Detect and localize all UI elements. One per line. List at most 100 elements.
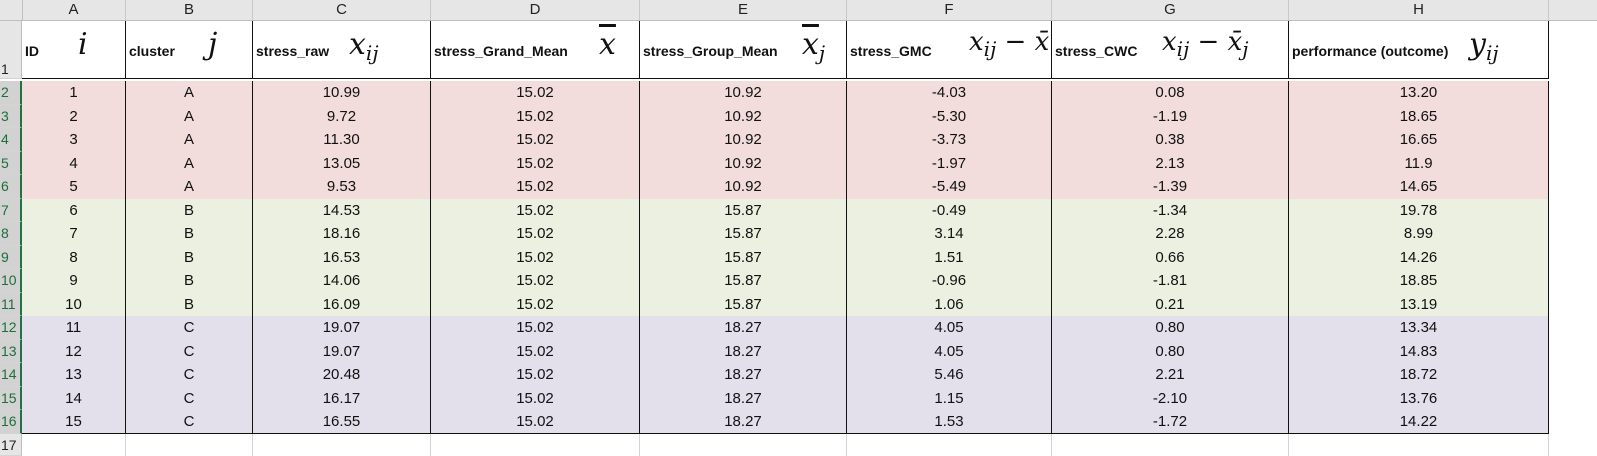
column-header-e[interactable]: E bbox=[640, 0, 847, 20]
empty-cell-e17[interactable] bbox=[640, 434, 847, 456]
data-cell-b16[interactable]: C bbox=[126, 410, 253, 434]
column-header-h[interactable]: H bbox=[1289, 0, 1549, 20]
data-cell-c2[interactable]: 10.99 bbox=[253, 81, 431, 105]
data-cell-b2[interactable]: A bbox=[126, 81, 253, 105]
row-header-9[interactable]: 9 bbox=[0, 245, 22, 269]
data-cell-b10[interactable]: B bbox=[126, 269, 253, 293]
data-cell-e3[interactable]: 10.92 bbox=[640, 104, 847, 128]
data-cell-a6[interactable]: 5 bbox=[22, 175, 126, 199]
empty-cell-b17[interactable] bbox=[126, 434, 253, 456]
data-cell-a15[interactable]: 14 bbox=[22, 386, 126, 410]
header-cell-e[interactable]: stress_Group_Mean xj bbox=[640, 21, 847, 79]
data-cell-g13[interactable]: 0.80 bbox=[1052, 339, 1289, 363]
data-cell-e16[interactable]: 18.27 bbox=[640, 410, 847, 434]
empty-cell-f17[interactable] bbox=[847, 434, 1052, 456]
row-header-5[interactable]: 5 bbox=[0, 151, 22, 175]
row-header-11[interactable]: 11 bbox=[0, 292, 22, 316]
column-header-b[interactable]: B bbox=[126, 0, 253, 20]
select-all-corner[interactable] bbox=[0, 0, 23, 20]
data-cell-h14[interactable]: 18.72 bbox=[1289, 363, 1549, 387]
data-cell-f16[interactable]: 1.53 bbox=[847, 410, 1052, 434]
data-cell-a11[interactable]: 10 bbox=[22, 292, 126, 316]
data-cell-f3[interactable]: -5.30 bbox=[847, 104, 1052, 128]
data-cell-g8[interactable]: 2.28 bbox=[1052, 222, 1289, 246]
header-cell-d[interactable]: stress_Grand_Mean x bbox=[431, 21, 640, 79]
data-cell-a16[interactable]: 15 bbox=[22, 410, 126, 434]
data-cell-g5[interactable]: 2.13 bbox=[1052, 151, 1289, 175]
data-cell-b11[interactable]: B bbox=[126, 292, 253, 316]
data-cell-g11[interactable]: 0.21 bbox=[1052, 292, 1289, 316]
data-cell-b3[interactable]: A bbox=[126, 104, 253, 128]
row-header-14[interactable]: 14 bbox=[0, 363, 22, 387]
data-cell-d2[interactable]: 15.02 bbox=[431, 81, 640, 105]
data-cell-e15[interactable]: 18.27 bbox=[640, 386, 847, 410]
data-cell-a9[interactable]: 8 bbox=[22, 245, 126, 269]
data-cell-g15[interactable]: -2.10 bbox=[1052, 386, 1289, 410]
row-header-6[interactable]: 6 bbox=[0, 175, 22, 199]
header-cell-f[interactable]: stress_GMC xij − x̄ bbox=[847, 21, 1052, 79]
empty-cell-c17[interactable] bbox=[253, 434, 431, 456]
data-cell-f4[interactable]: -3.73 bbox=[847, 128, 1052, 152]
data-cell-b5[interactable]: A bbox=[126, 151, 253, 175]
row-header-4[interactable]: 4 bbox=[0, 128, 22, 152]
data-cell-h16[interactable]: 14.22 bbox=[1289, 410, 1549, 434]
data-cell-f6[interactable]: -5.49 bbox=[847, 175, 1052, 199]
data-cell-f14[interactable]: 5.46 bbox=[847, 363, 1052, 387]
data-cell-g12[interactable]: 0.80 bbox=[1052, 316, 1289, 340]
data-cell-a2[interactable]: 1 bbox=[22, 81, 126, 105]
data-cell-g10[interactable]: -1.81 bbox=[1052, 269, 1289, 293]
data-cell-h5[interactable]: 11.9 bbox=[1289, 151, 1549, 175]
data-cell-g2[interactable]: 0.08 bbox=[1052, 81, 1289, 105]
column-header-a[interactable]: A bbox=[22, 0, 126, 20]
row-header-15[interactable]: 15 bbox=[0, 386, 22, 410]
data-cell-d13[interactable]: 15.02 bbox=[431, 339, 640, 363]
data-cell-a14[interactable]: 13 bbox=[22, 363, 126, 387]
data-cell-f7[interactable]: -0.49 bbox=[847, 198, 1052, 222]
data-cell-c5[interactable]: 13.05 bbox=[253, 151, 431, 175]
data-cell-a7[interactable]: 6 bbox=[22, 198, 126, 222]
row-header-7[interactable]: 7 bbox=[0, 198, 22, 222]
row-header-17[interactable]: 17 bbox=[0, 434, 22, 456]
data-cell-b15[interactable]: C bbox=[126, 386, 253, 410]
data-cell-c15[interactable]: 16.17 bbox=[253, 386, 431, 410]
data-cell-a13[interactable]: 12 bbox=[22, 339, 126, 363]
data-cell-e7[interactable]: 15.87 bbox=[640, 198, 847, 222]
data-cell-c11[interactable]: 16.09 bbox=[253, 292, 431, 316]
data-cell-e10[interactable]: 15.87 bbox=[640, 269, 847, 293]
data-cell-e5[interactable]: 10.92 bbox=[640, 151, 847, 175]
data-cell-c9[interactable]: 16.53 bbox=[253, 245, 431, 269]
data-cell-f8[interactable]: 3.14 bbox=[847, 222, 1052, 246]
data-cell-f11[interactable]: 1.06 bbox=[847, 292, 1052, 316]
data-cell-c13[interactable]: 19.07 bbox=[253, 339, 431, 363]
row-header-3[interactable]: 3 bbox=[0, 104, 22, 128]
empty-cell-h17[interactable] bbox=[1289, 434, 1549, 456]
data-cell-b12[interactable]: C bbox=[126, 316, 253, 340]
data-cell-f9[interactable]: 1.51 bbox=[847, 245, 1052, 269]
data-cell-c10[interactable]: 14.06 bbox=[253, 269, 431, 293]
data-cell-a10[interactable]: 9 bbox=[22, 269, 126, 293]
empty-cell-g17[interactable] bbox=[1052, 434, 1289, 456]
data-cell-h8[interactable]: 8.99 bbox=[1289, 222, 1549, 246]
data-cell-d9[interactable]: 15.02 bbox=[431, 245, 640, 269]
data-cell-d3[interactable]: 15.02 bbox=[431, 104, 640, 128]
empty-cell-a17[interactable] bbox=[22, 434, 126, 456]
data-cell-h4[interactable]: 16.65 bbox=[1289, 128, 1549, 152]
data-cell-g4[interactable]: 0.38 bbox=[1052, 128, 1289, 152]
data-cell-d16[interactable]: 15.02 bbox=[431, 410, 640, 434]
data-cell-h7[interactable]: 19.78 bbox=[1289, 198, 1549, 222]
data-cell-d7[interactable]: 15.02 bbox=[431, 198, 640, 222]
data-cell-a12[interactable]: 11 bbox=[22, 316, 126, 340]
data-cell-b4[interactable]: A bbox=[126, 128, 253, 152]
data-cell-f13[interactable]: 4.05 bbox=[847, 339, 1052, 363]
data-cell-a4[interactable]: 3 bbox=[22, 128, 126, 152]
data-cell-f15[interactable]: 1.15 bbox=[847, 386, 1052, 410]
data-cell-g7[interactable]: -1.34 bbox=[1052, 198, 1289, 222]
data-cell-a5[interactable]: 4 bbox=[22, 151, 126, 175]
row-header-13[interactable]: 13 bbox=[0, 339, 22, 363]
data-cell-h12[interactable]: 13.34 bbox=[1289, 316, 1549, 340]
data-cell-c6[interactable]: 9.53 bbox=[253, 175, 431, 199]
column-header-c[interactable]: C bbox=[253, 0, 431, 20]
header-cell-c[interactable]: stress_raw xij bbox=[253, 21, 431, 79]
row-header-8[interactable]: 8 bbox=[0, 222, 22, 246]
data-cell-d11[interactable]: 15.02 bbox=[431, 292, 640, 316]
